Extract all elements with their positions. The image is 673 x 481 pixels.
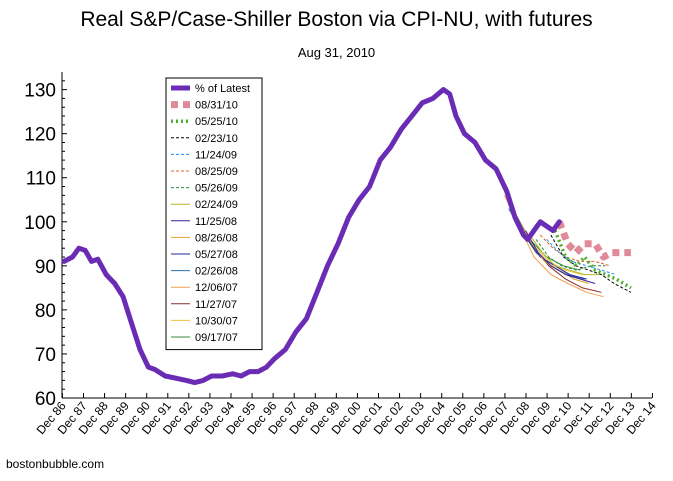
y-tick-label: 100: [24, 213, 56, 234]
source-label: bostonbubble.com: [6, 457, 105, 471]
y-tick-label: 70: [35, 345, 56, 366]
legend-label: 11/27/07: [195, 299, 237, 311]
legend-label: 05/27/08: [195, 249, 238, 261]
legend-label: 11/25/08: [195, 216, 237, 228]
legend-label: 05/26/09: [195, 183, 238, 195]
y-tick-label: 110: [26, 169, 56, 190]
legend: % of Latest 08/31/10 05/25/10 02/23/10 11/24…: [165, 77, 263, 351]
legend-label: 09/17/07: [195, 332, 238, 344]
series-line: [501, 186, 583, 276]
legend-label: 02/26/08: [195, 266, 238, 278]
series-line: [550, 234, 632, 293]
legend-label: 02/24/09: [195, 199, 238, 211]
legend-label: % of Latest: [195, 83, 250, 95]
chart-subtitle: Aug 31, 2010: [297, 45, 376, 60]
y-tick-label: 130: [24, 81, 56, 102]
legend-label: 08/31/10: [195, 100, 238, 112]
chart-title: Real S&P/Case-Shiller Boston via CPI-NU,…: [80, 8, 593, 31]
legend-label: 05/25/10: [195, 116, 238, 128]
series-line: [525, 230, 596, 284]
legend-label: 02/23/10: [195, 133, 238, 145]
legend-label: 10/30/07: [195, 315, 238, 327]
legend-label: 12/06/07: [195, 282, 238, 294]
legend-box: [165, 77, 263, 351]
y-tick-label: 60: [35, 389, 56, 410]
legend-label: 11/24/09: [195, 149, 237, 161]
legend-label: 08/26/08: [195, 232, 238, 244]
y-tick-label: 120: [24, 125, 56, 146]
series-line: [553, 229, 632, 290]
y-tick-label: 80: [35, 301, 56, 322]
series-line: [529, 234, 600, 276]
series-line: [61, 87, 562, 386]
legend-label: 08/25/09: [195, 166, 238, 178]
series-line: [556, 220, 631, 261]
y-tick-label: 90: [35, 257, 56, 278]
series-lines: [61, 87, 632, 386]
series-line: [539, 234, 611, 267]
